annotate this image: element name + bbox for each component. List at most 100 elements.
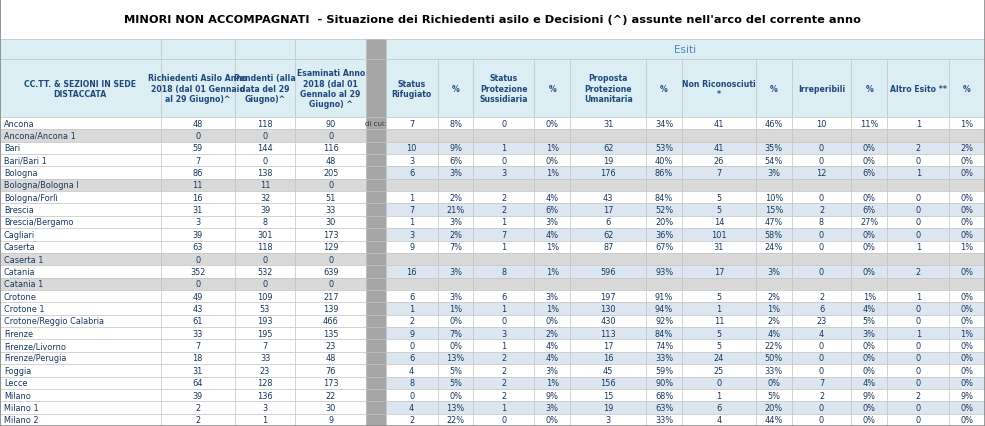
Text: 0: 0 [819,230,824,239]
Bar [366,130,385,142]
Bar [161,167,234,179]
Text: 27%: 27% [860,218,879,227]
Bar [385,229,437,241]
Text: 0%: 0% [960,267,973,276]
Bar [234,118,296,130]
Bar [385,327,437,340]
Text: 1%: 1% [546,243,558,252]
Bar [646,216,682,229]
Bar [437,229,474,241]
Text: 116: 116 [323,144,339,153]
Text: 2%: 2% [767,292,780,301]
Bar [570,130,646,142]
Text: 31: 31 [192,206,203,215]
Bar [296,40,366,60]
Text: 195: 195 [257,329,273,338]
Bar [534,278,570,290]
Text: 7: 7 [195,156,200,165]
Bar [366,216,385,229]
Bar [570,266,646,278]
Text: 3%: 3% [863,329,876,338]
Bar [437,142,474,155]
Bar [792,118,851,130]
Text: 90%: 90% [655,378,673,387]
Text: 4%: 4% [767,329,780,338]
Text: 94%: 94% [655,304,673,313]
Text: 41: 41 [714,144,724,153]
Bar [755,290,792,302]
Text: 4%: 4% [546,354,558,363]
Text: 301: 301 [257,230,273,239]
Text: 3%: 3% [546,292,558,301]
Bar [570,364,646,377]
Bar [851,130,887,142]
Text: 17: 17 [603,206,614,215]
Bar [234,414,296,426]
Bar [161,414,234,426]
Bar [534,130,570,142]
Bar [950,340,985,352]
Bar [851,241,887,253]
Bar [646,167,682,179]
Bar [0,192,161,204]
Bar [887,315,950,327]
Bar [570,315,646,327]
Text: 4: 4 [819,329,824,338]
Bar [366,179,385,192]
Bar [161,192,234,204]
Text: 2: 2 [409,317,414,325]
Text: 1%: 1% [960,119,973,128]
Bar [0,142,161,155]
Bar [646,253,682,266]
Bar [646,414,682,426]
Bar [296,290,366,302]
Bar [792,130,851,142]
Text: 6: 6 [409,292,415,301]
Text: 217: 217 [323,292,339,301]
Text: 48: 48 [325,156,336,165]
Bar [234,364,296,377]
Bar [234,401,296,414]
Bar [646,229,682,241]
Text: 19: 19 [603,403,614,412]
Bar [474,192,534,204]
Text: 3%: 3% [449,292,462,301]
Bar [570,179,646,192]
Bar [0,278,161,290]
Bar [950,229,985,241]
Bar [366,290,385,302]
Text: CC.TT. & SEZIONI IN SEDE
DISTACCATA: CC.TT. & SEZIONI IN SEDE DISTACCATA [25,79,136,98]
Text: 0: 0 [819,193,824,202]
Text: 36%: 36% [655,230,673,239]
Bar [682,179,755,192]
Text: 2%: 2% [960,144,973,153]
Bar [682,118,755,130]
Bar [234,278,296,290]
Text: 2: 2 [409,415,414,424]
Bar [474,340,534,352]
Bar [366,340,385,352]
Text: 3%: 3% [767,169,780,178]
Bar [792,179,851,192]
Text: 23: 23 [260,366,270,375]
Text: 135: 135 [323,329,339,338]
Text: 0: 0 [501,119,506,128]
Bar [366,142,385,155]
Text: 0%: 0% [546,119,558,128]
Bar [366,118,385,130]
Bar [682,315,755,327]
Text: 0: 0 [501,317,506,325]
Bar [366,414,385,426]
Text: 6: 6 [819,304,824,313]
Bar [437,401,474,414]
Bar [950,278,985,290]
Bar [234,266,296,278]
Bar [366,315,385,327]
Text: 31: 31 [714,243,724,252]
Bar [385,130,437,142]
Text: 0: 0 [819,341,824,350]
Bar [646,290,682,302]
Bar [646,155,682,167]
Bar [534,155,570,167]
Text: 6: 6 [409,169,415,178]
